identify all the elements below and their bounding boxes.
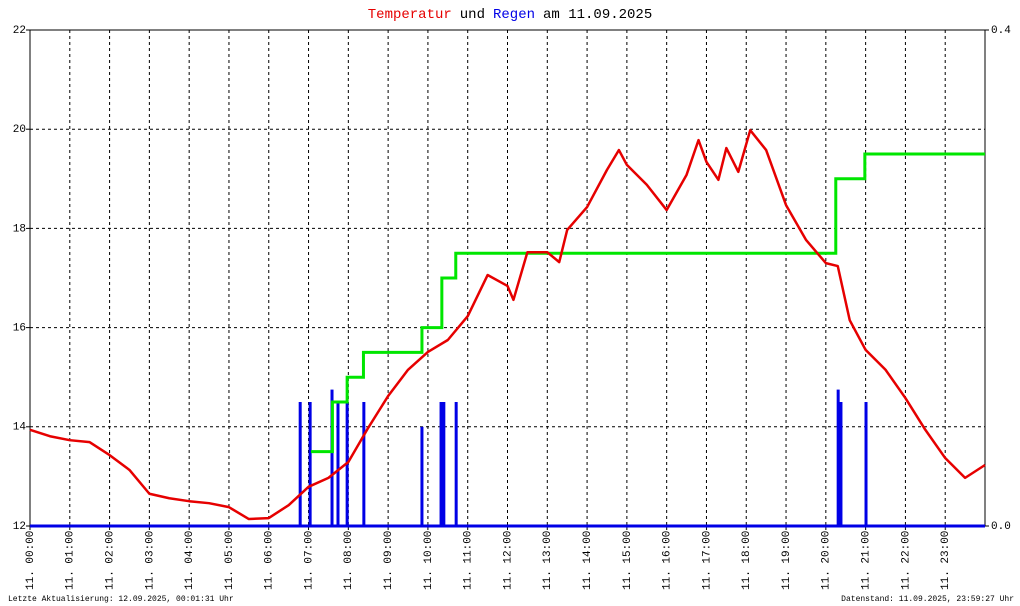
footer-right: Datenstand: 11.09.2025, 23:59:27 Uhr xyxy=(841,595,1014,604)
x-tick-label: 11. 13:00 xyxy=(542,531,554,590)
title-part: und xyxy=(460,7,485,23)
y2-tick-label: 0.0 xyxy=(991,521,1011,533)
rain-bar xyxy=(336,402,340,526)
x-tick-label: 11. 21:00 xyxy=(861,531,873,590)
y-tick-label: 20 xyxy=(13,124,26,136)
rain-sum-line xyxy=(310,152,985,454)
footer-left: Letzte Aktualisierung: 12.09.2025, 00:01… xyxy=(8,595,234,604)
x-tick-label: 11. 03:00 xyxy=(144,531,156,590)
title-part: Regen xyxy=(493,7,535,23)
chart-title: Temperatur und Regen am 11.09.2025 xyxy=(368,7,652,23)
x-tick-label: 11. 15:00 xyxy=(622,531,634,590)
rain-bar xyxy=(362,402,366,526)
y-tick-label: 14 xyxy=(13,422,27,434)
x-tick-label: 11. 09:00 xyxy=(383,531,395,590)
x-tick-label: 11. 07:00 xyxy=(303,531,315,590)
title-part: am 11.09.2025 xyxy=(543,7,652,23)
x-tick-label: 11. 18:00 xyxy=(741,531,753,590)
y-tick-label: 22 xyxy=(13,25,26,37)
x-tick-label: 11. 23:00 xyxy=(940,531,952,590)
x-tick-label: 11. 11:00 xyxy=(463,531,475,590)
y-tick-label: 18 xyxy=(13,223,26,235)
x-tick-label: 11. 04:00 xyxy=(184,531,196,590)
x-tick-label: 11. 05:00 xyxy=(224,531,236,590)
rain-bar xyxy=(836,389,840,526)
x-tick-label: 11. 19:00 xyxy=(781,531,793,590)
rain-bar xyxy=(308,402,312,526)
x-tick-label: 11. 02:00 xyxy=(104,531,116,590)
rain-bar xyxy=(454,402,458,526)
rain-bar xyxy=(298,402,302,526)
title-part: Temperatur xyxy=(368,7,452,23)
temperature-line xyxy=(29,128,986,521)
x-tick-label: 11. 01:00 xyxy=(65,531,77,590)
x-tick-label: 11. 00:00 xyxy=(25,531,37,590)
y-tick-label: 12 xyxy=(13,521,26,533)
x-tick-label: 11. 14:00 xyxy=(582,531,594,590)
x-tick-label: 11. 16:00 xyxy=(662,531,674,590)
x-tick-label: 11. 17:00 xyxy=(701,531,713,590)
rain-bar xyxy=(442,402,446,526)
rain-bar xyxy=(439,402,443,526)
x-tick-label: 11. 22:00 xyxy=(900,531,912,590)
rain-bar xyxy=(330,389,334,526)
x-tick-label: 11. 12:00 xyxy=(502,531,514,590)
x-tick-label: 11. 08:00 xyxy=(343,531,355,590)
y2-tick-label: 0.4 xyxy=(991,25,1011,37)
x-tick-label: 11. 10:00 xyxy=(423,531,435,590)
x-tick-label: 11. 06:00 xyxy=(264,531,276,590)
rain-bar xyxy=(864,402,868,526)
rain-bar xyxy=(420,426,424,526)
x-tick-label: 11. 20:00 xyxy=(821,531,833,590)
rain-bar xyxy=(839,402,843,526)
y-tick-label: 16 xyxy=(13,323,26,335)
